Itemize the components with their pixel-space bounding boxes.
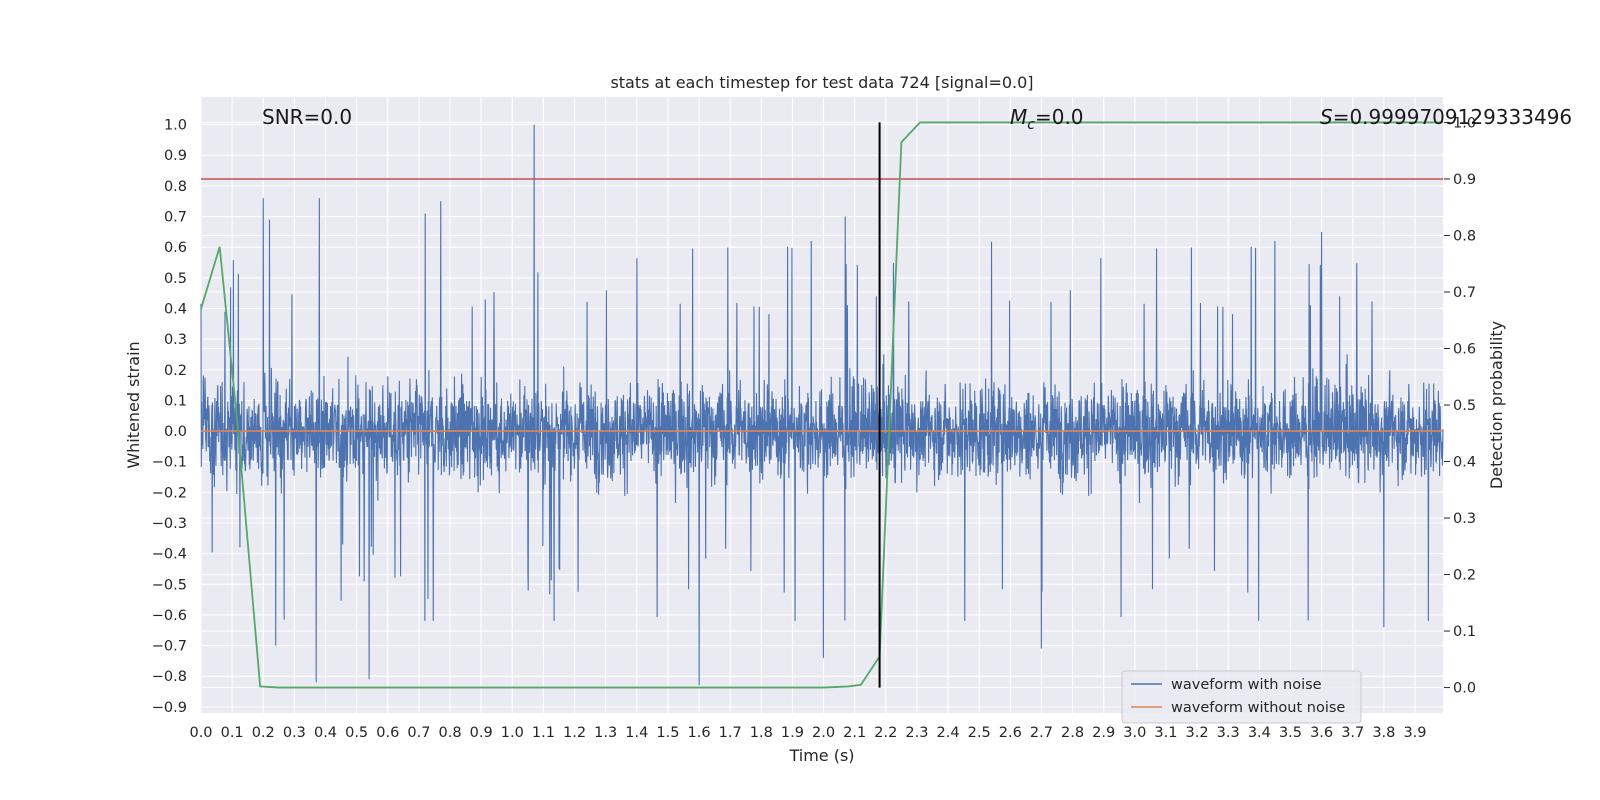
x-tick-label: 0.2 xyxy=(252,725,275,741)
x-tick-label: 2.1 xyxy=(843,725,866,741)
x-tick-label: 2.6 xyxy=(999,725,1022,741)
x-tick-label: 3.0 xyxy=(1123,725,1146,741)
y2-tick-label: 0.1 xyxy=(1453,624,1476,640)
y-tick-label: −0.4 xyxy=(152,547,187,563)
legend: waveform with noise waveform without noi… xyxy=(1121,670,1362,724)
x-tick-label: 3.3 xyxy=(1217,725,1240,741)
waveform-with-noise-line xyxy=(200,124,1444,686)
x-tick-label: 1.4 xyxy=(625,725,648,741)
x-tick-label: 1.0 xyxy=(501,725,524,741)
x-tick-label: 3.1 xyxy=(1154,725,1177,741)
x-tick-label: 2.0 xyxy=(812,725,835,741)
legend-label-clean: waveform without noise xyxy=(1171,700,1345,716)
x-tick-label: 0.0 xyxy=(189,725,212,741)
x-tick-label: 1.9 xyxy=(781,725,804,741)
y-tick-label: 0.3 xyxy=(164,332,187,348)
score-annotation: S=0.9999709129333496 xyxy=(1320,105,1572,129)
y2-tick-label: 1.0 xyxy=(1453,115,1476,131)
x-tick-label: 0.8 xyxy=(438,725,461,741)
score-symbol: S xyxy=(1320,105,1333,129)
x-tick-label: 2.9 xyxy=(1092,725,1115,741)
chirp-mass-subscript: c xyxy=(1027,117,1035,133)
detection-probability-line xyxy=(200,121,1443,689)
y-tick-label: 0.5 xyxy=(164,271,187,287)
x-tick-label: 1.6 xyxy=(688,725,711,741)
x-tick-label: 2.7 xyxy=(1030,725,1053,741)
x-tick-label: 3.8 xyxy=(1372,725,1395,741)
x-tick-label: 0.1 xyxy=(221,725,244,741)
x-tick-label: 3.5 xyxy=(1279,725,1302,741)
x-tick-label: 0.6 xyxy=(376,725,399,741)
y-tick-label: 1.0 xyxy=(164,118,187,134)
legend-box xyxy=(1121,670,1362,724)
chart-title: stats at each timestep for test data 724… xyxy=(610,73,1033,92)
y-tick-label: 0.8 xyxy=(164,179,187,195)
x-tick-label: 3.9 xyxy=(1403,725,1426,741)
y-tick-label: −0.9 xyxy=(152,700,187,716)
y-tick-label: 0.9 xyxy=(164,148,187,164)
y-tick-label: −0.5 xyxy=(152,577,187,593)
chirp-mass-value: =0.0 xyxy=(1035,105,1084,129)
x-tick-label: 1.1 xyxy=(532,725,555,741)
y2-tick-label: 0.0 xyxy=(1453,681,1476,697)
y-tick-label: 0.1 xyxy=(164,393,187,409)
y-tick-label: 0.4 xyxy=(164,301,187,317)
x-tick-label: 0.7 xyxy=(407,725,430,741)
y-tick-label: −0.7 xyxy=(152,639,187,655)
y-tick-label: 0.7 xyxy=(164,210,187,226)
y-axis-label: Whitened strain xyxy=(124,341,143,468)
y-tick-label: −0.3 xyxy=(152,516,187,532)
waveform-with-noise-series xyxy=(200,124,1444,686)
x-axis-label: Time (s) xyxy=(788,746,854,765)
y2-tick-label: 0.2 xyxy=(1453,568,1476,584)
y-tick-label: 0.6 xyxy=(164,240,187,256)
chirp-mass-symbol: M xyxy=(1010,105,1027,129)
x-tick-label: 3.7 xyxy=(1341,725,1364,741)
x-tick-label: 1.2 xyxy=(563,725,586,741)
y2-tick-label: 0.3 xyxy=(1453,511,1476,527)
x-tick-label: 2.2 xyxy=(874,725,897,741)
y-tick-label: −0.8 xyxy=(152,669,187,685)
x-tick-label: 2.5 xyxy=(968,725,991,741)
x-tick-label: 0.3 xyxy=(283,725,306,741)
x-tick-label: 1.3 xyxy=(594,725,617,741)
x-tick-label: 3.4 xyxy=(1248,725,1271,741)
x-tick-label: 0.4 xyxy=(314,725,337,741)
legend-label-noise: waveform with noise xyxy=(1171,677,1322,693)
y2-tick-label: 0.6 xyxy=(1453,341,1476,357)
y2-tick-label: 0.8 xyxy=(1453,228,1476,244)
y-tick-label: 0.2 xyxy=(164,363,187,379)
x-tick-label: 3.6 xyxy=(1310,725,1333,741)
y-tick-label: 0.0 xyxy=(164,424,187,440)
x-tick-label: 2.8 xyxy=(1061,725,1084,741)
x-tick-label: 0.9 xyxy=(470,725,493,741)
x-tick-label: 0.5 xyxy=(345,725,368,741)
x-tick-label: 1.5 xyxy=(656,725,679,741)
x-tick-label: 2.4 xyxy=(937,725,960,741)
y2-axis-label: Detection probability xyxy=(1487,321,1506,489)
x-tick-label: 3.2 xyxy=(1186,725,1209,741)
chirp-mass-annotation: Mc=0.0 xyxy=(1010,105,1084,133)
y-tick-label: −0.2 xyxy=(152,485,187,501)
y2-tick-label: 0.9 xyxy=(1453,172,1476,188)
y-tick-label: −0.6 xyxy=(152,608,187,624)
y2-tick-label: 0.7 xyxy=(1453,285,1476,301)
snr-annotation: SNR=0.0 xyxy=(262,105,352,129)
x-tick-label: 1.8 xyxy=(750,725,773,741)
x-tick-label: 2.3 xyxy=(905,725,928,741)
y2-tick-label: 0.5 xyxy=(1453,398,1476,414)
x-tick-label: 1.7 xyxy=(719,725,742,741)
score-value: =0.9999709129333496 xyxy=(1333,105,1572,129)
y-tick-label: −0.1 xyxy=(152,455,187,471)
y2-tick-label: 0.4 xyxy=(1453,455,1476,471)
